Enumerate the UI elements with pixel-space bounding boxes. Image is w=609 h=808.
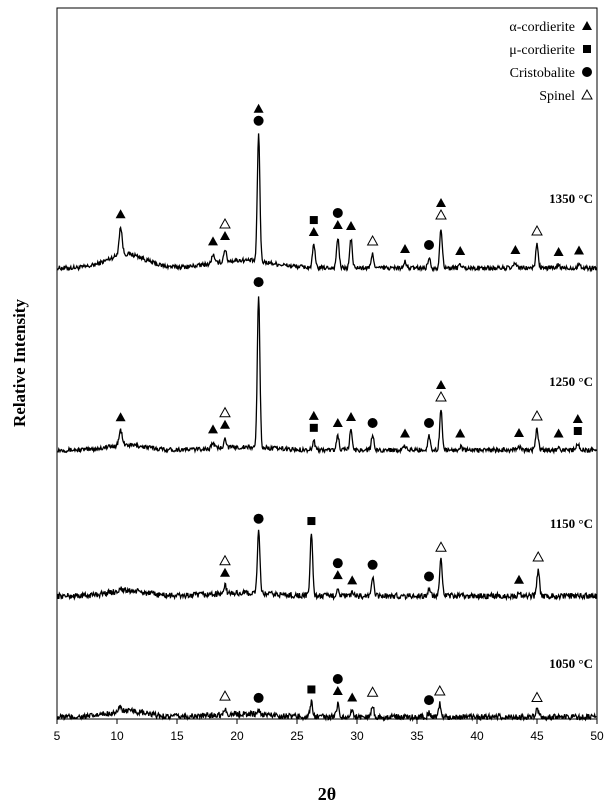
cristobalite-marker — [253, 277, 264, 288]
alpha-cordierite-marker — [553, 247, 564, 256]
alpha-cordierite-marker — [220, 567, 230, 577]
spinel-marker — [531, 409, 543, 421]
cristobalite-marker — [253, 115, 264, 126]
spinel-marker — [433, 684, 446, 696]
spinel-marker — [219, 690, 231, 701]
xrd-traces: 1350 °C 1250 °C 1150 °C 1050 °C — [56, 133, 598, 723]
alpha-cordierite-marker — [220, 419, 230, 429]
alpha-cordierite-marker — [208, 424, 218, 434]
alpha-cordierite-marker — [436, 380, 446, 389]
alpha-cordierite-marker — [347, 692, 358, 702]
legend-filled-circle-icon — [582, 67, 592, 77]
legend-label: α-cordierite — [509, 20, 575, 35]
alpha-cordierite-marker — [572, 414, 583, 423]
x-tick-label: 5 — [54, 729, 61, 743]
x-axis: 5 10 15 20 25 30 35 40 45 50 — [54, 719, 604, 743]
mu-cordierite-marker — [573, 427, 582, 435]
alpha-cordierite-marker — [208, 236, 218, 246]
alpha-cordierite-marker — [455, 246, 466, 255]
alpha-cordierite-marker — [332, 219, 343, 229]
x-tick-label: 15 — [170, 729, 184, 743]
plot-frame — [56, 7, 598, 720]
cristobalite-marker — [253, 692, 264, 703]
alpha-cordierite-marker — [332, 685, 343, 695]
alpha-cordierite-marker — [514, 574, 524, 584]
legend-filled-triangle-icon — [582, 21, 592, 30]
x-tick-label: 45 — [530, 729, 544, 743]
legend-open-triangle-icon — [581, 88, 593, 100]
legend-filled-square-icon — [583, 45, 591, 53]
cristobalite-marker — [332, 558, 343, 569]
spinel-marker — [531, 691, 543, 702]
temperature-label: 1250 °C — [549, 374, 593, 389]
mu-cordierite-marker — [309, 216, 318, 225]
x-axis-title: 2θ — [318, 784, 336, 804]
alpha-cordierite-marker — [510, 245, 521, 254]
cristobalite-marker — [424, 571, 434, 582]
spinel-marker — [366, 686, 379, 697]
cristobalite-marker — [424, 695, 434, 706]
xrd-trace — [57, 296, 597, 455]
cristobalite-marker — [424, 418, 434, 428]
spinel-marker — [435, 390, 447, 402]
alpha-cordierite-marker — [115, 412, 126, 422]
cristobalite-marker — [367, 559, 378, 570]
y-axis-title: Relative Intensity — [10, 299, 29, 427]
x-tick-label: 40 — [470, 729, 484, 743]
spinel-marker — [219, 554, 231, 566]
temperature-label: 1050 °C — [549, 656, 593, 671]
xrd-trace — [56, 529, 598, 602]
spinel-marker — [219, 406, 231, 418]
alpha-cordierite-marker — [553, 428, 564, 438]
alpha-cordierite-marker — [455, 428, 466, 438]
peak-markers — [115, 103, 584, 706]
alpha-cordierite-marker — [220, 231, 230, 241]
alpha-cordierite-marker — [308, 227, 319, 237]
x-tick-label: 50 — [590, 729, 604, 743]
alpha-cordierite-marker — [346, 411, 356, 421]
spinel-marker — [435, 208, 447, 220]
x-tick-label: 10 — [110, 729, 124, 743]
alpha-cordierite-marker — [332, 570, 343, 580]
alpha-cordierite-marker — [332, 417, 343, 427]
cristobalite-marker — [332, 207, 343, 218]
x-tick-label: 30 — [350, 729, 364, 743]
legend: α-cordierite μ-cordierite Cristobalite Spin… — [509, 20, 593, 104]
cristobalite-marker — [424, 240, 434, 250]
legend-label: μ-cordierite — [509, 43, 575, 58]
alpha-cordierite-marker — [514, 428, 524, 437]
mu-cordierite-marker — [307, 685, 316, 694]
alpha-cordierite-marker — [115, 209, 126, 219]
spinel-marker — [532, 550, 545, 562]
spinel-marker — [366, 234, 379, 246]
x-tick-label: 20 — [230, 729, 244, 743]
x-tick-label: 25 — [290, 729, 304, 743]
mu-cordierite-marker — [307, 517, 316, 526]
alpha-cordierite-marker — [400, 244, 410, 253]
spinel-marker — [219, 218, 231, 229]
cristobalite-marker — [332, 673, 343, 684]
alpha-cordierite-marker — [400, 428, 410, 438]
spinel-marker — [531, 224, 543, 236]
temperature-label: 1150 °C — [550, 516, 593, 531]
alpha-cordierite-marker — [574, 245, 584, 255]
alpha-cordierite-marker — [253, 103, 264, 113]
legend-label: Cristobalite — [510, 66, 575, 81]
mu-cordierite-marker — [309, 423, 318, 432]
xrd-trace — [57, 133, 598, 273]
alpha-cordierite-marker — [346, 220, 356, 230]
xrd-trace — [56, 699, 597, 723]
temperature-label: 1350 °C — [549, 191, 593, 206]
legend-label: Spinel — [539, 89, 575, 104]
alpha-cordierite-marker — [308, 410, 319, 420]
x-tick-label: 35 — [410, 729, 424, 743]
cristobalite-marker — [253, 513, 264, 524]
spinel-marker — [435, 541, 447, 552]
cristobalite-marker — [367, 417, 378, 428]
alpha-cordierite-marker — [436, 198, 446, 207]
alpha-cordierite-marker — [347, 575, 358, 585]
